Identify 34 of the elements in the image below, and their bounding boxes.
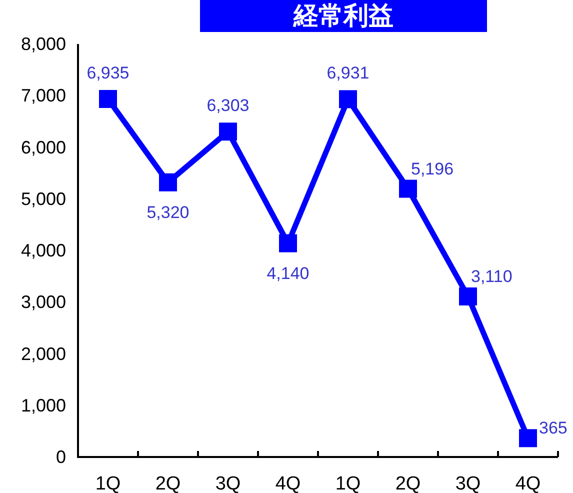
x-tick-label: 4Q [515,474,541,493]
x-tick-label: 3Q [215,474,241,493]
data-label: 5,196 [411,159,454,178]
point [519,429,537,448]
point [159,173,177,192]
data-label: 6,931 [326,64,370,83]
x-tick-label: 1Q [95,474,121,493]
point [219,122,237,141]
y-tick-label: 4,000 [20,240,66,260]
x-tick-label: 1Q [335,474,361,493]
point [339,90,357,108]
y-tick-label: 5,000 [20,188,66,209]
y-tick-label: 6,000 [20,137,66,158]
x-tick-label: 3Q [455,474,481,493]
y-tick-label: 0 [56,447,66,467]
chart-title: 経常利益 [292,2,394,30]
data-label: 4,140 [266,264,310,283]
data-label: 6,935 [86,63,130,82]
data-label: 365 [539,418,568,438]
y-tick-label: 3,000 [20,292,66,312]
point [279,234,297,252]
x-tick-label: 4Q [275,474,301,493]
data-label: 3,110 [471,266,512,286]
point [459,287,477,306]
data-label: 5,320 [146,202,190,222]
x-tick-label: 2Q [155,474,181,493]
data-label: 6,303 [206,96,250,116]
y-tick-label: 1,000 [20,395,66,416]
y-tick-label: 7,000 [20,86,66,106]
point [99,90,117,108]
point [399,180,417,198]
y-tick-label: 2,000 [20,344,66,364]
y-tick-label: 8,000 [20,34,66,54]
x-tick-label: 2Q [395,474,421,493]
